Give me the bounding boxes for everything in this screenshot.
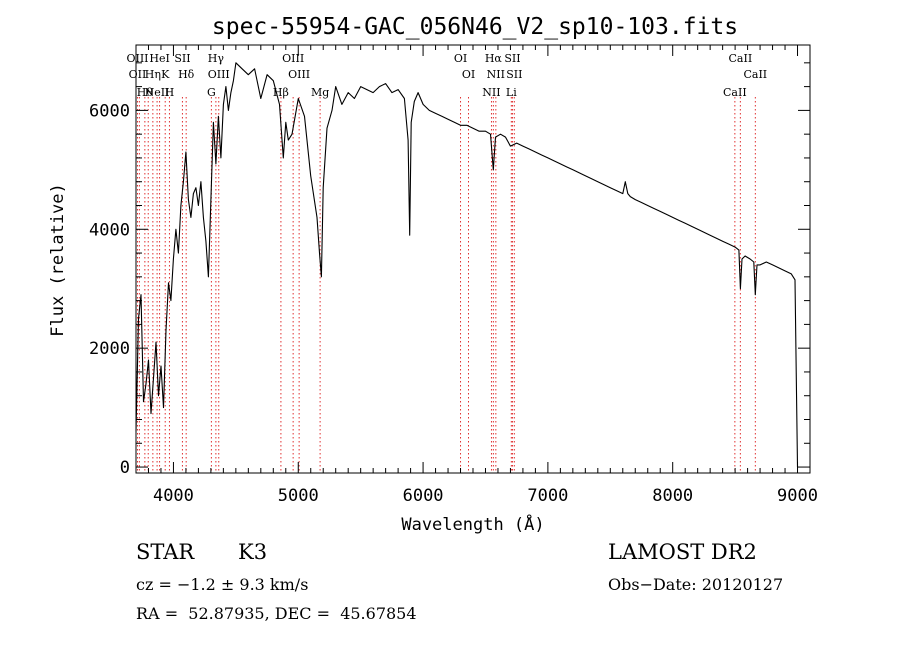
redshift-cz: cz = −1.2 ± 9.3 km/s — [136, 575, 309, 594]
spectrum-plot: spec-55954-GAC_056N46_V2_sp10-103.fits O… — [48, 14, 818, 535]
object-class: STAR — [136, 540, 195, 564]
y-tick-label: 6000 — [89, 101, 130, 121]
line-label: OIII — [282, 52, 304, 65]
line-label: NeII — [145, 86, 170, 99]
line-label: OIII — [126, 52, 148, 65]
x-tick-label: 8000 — [652, 486, 693, 506]
line-markers — [136, 97, 756, 473]
y-tick-label: 2000 — [89, 339, 130, 359]
x-axis: 4000 5000 6000 7000 8000 9000 — [135, 45, 818, 506]
ra-dec: RA = 52.87935, DEC = 45.67854 — [136, 604, 417, 623]
y-tick-label: 0 — [120, 458, 130, 478]
line-label: Hη — [145, 68, 161, 81]
object-subclass: K3 — [238, 540, 268, 564]
line-label: Hδ — [178, 68, 195, 81]
line-labels: OIIIOIIHθHηNeIIHeIKHSIIHδGHγOIIIHβOIIIOI… — [126, 52, 767, 99]
line-label: CaII — [723, 86, 747, 99]
line-label: CaII — [729, 52, 753, 65]
line-label: OI — [462, 68, 475, 81]
y-tick-label: 4000 — [89, 220, 130, 240]
line-label: NII — [482, 86, 500, 99]
y-axis-label: Flux (relative) — [48, 183, 68, 337]
line-label: CaII — [743, 68, 767, 81]
line-label: Hγ — [208, 52, 225, 65]
x-axis-label: Wavelength (Å) — [401, 513, 544, 535]
line-label: OIII — [208, 68, 230, 81]
line-label: SII — [506, 68, 522, 81]
line-label: K — [161, 68, 170, 81]
line-label: NII — [487, 68, 505, 81]
line-label: OIII — [288, 68, 310, 81]
spectrum-series-line — [135, 62, 799, 468]
line-label: H — [165, 86, 175, 99]
x-tick-label: 9000 — [777, 486, 818, 506]
line-label: HeI — [149, 52, 169, 65]
line-label: SII — [504, 52, 520, 65]
line-label: Mg — [311, 86, 329, 99]
x-tick-label: 7000 — [527, 486, 568, 506]
survey-name: LAMOST DR2 — [608, 540, 757, 564]
line-label: Li — [506, 86, 517, 99]
x-tick-label: 5000 — [278, 486, 319, 506]
line-label: Hα — [485, 52, 503, 65]
line-label: OII — [129, 68, 147, 81]
chart-title: spec-55954-GAC_056N46_V2_sp10-103.fits — [212, 14, 738, 40]
plot-frame — [135, 44, 811, 474]
line-label: Hθ — [137, 86, 154, 99]
observation-date: Obs−Date: 20120127 — [608, 575, 784, 594]
line-label: OI — [454, 52, 467, 65]
x-tick-label: 4000 — [153, 486, 194, 506]
line-label: SII — [174, 52, 190, 65]
y-axis: 0 2000 4000 6000 — [89, 62, 810, 478]
x-tick-label: 6000 — [403, 486, 444, 506]
line-label: G — [207, 86, 216, 99]
